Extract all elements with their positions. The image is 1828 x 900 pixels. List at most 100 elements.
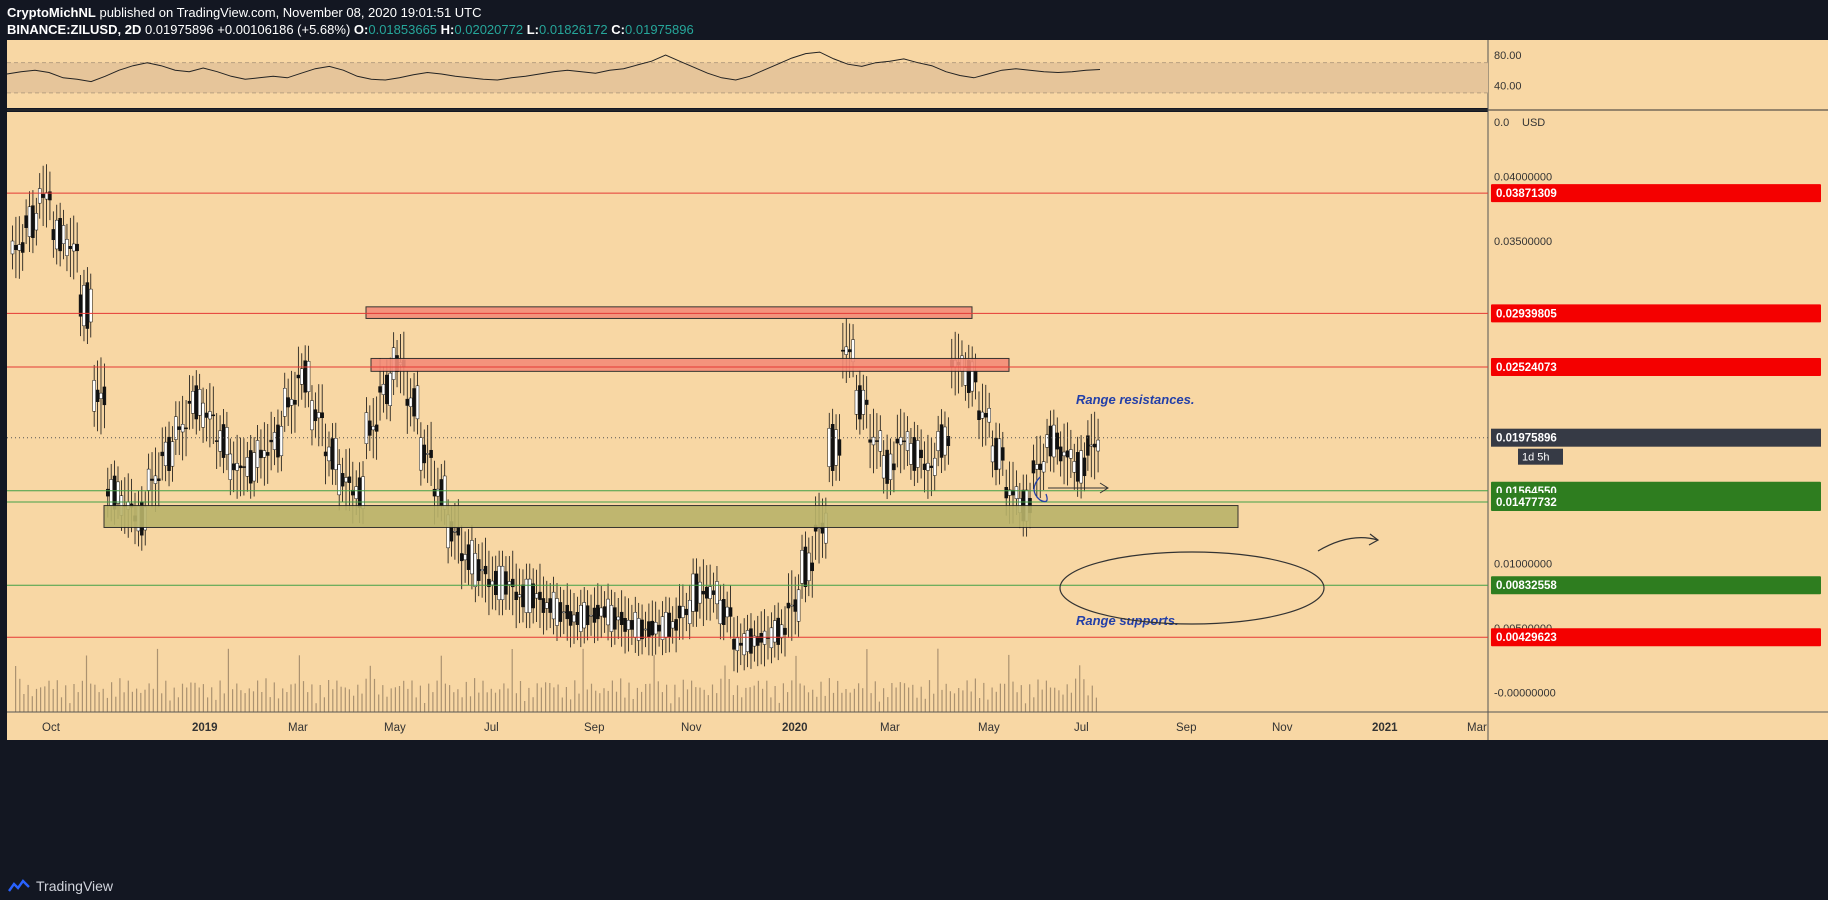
candle-body (310, 400, 314, 431)
candle-body (810, 562, 814, 572)
volume-bar (641, 691, 643, 712)
candle-body (306, 361, 311, 392)
volume-bar (136, 688, 138, 712)
candle-body (425, 453, 430, 455)
volume-bar (645, 684, 647, 712)
candle-body (582, 602, 586, 629)
candle-body (211, 414, 216, 417)
candle-body (926, 462, 930, 471)
candle-body (708, 586, 712, 599)
candle-body (725, 606, 729, 618)
level-price-label: 0.00429623 (1496, 632, 1557, 644)
candle-body (231, 463, 236, 471)
candle-body (432, 488, 437, 497)
volume-bar (774, 686, 776, 712)
candle-body (500, 565, 505, 600)
projection-arrow-head (1368, 533, 1380, 546)
candle-body (116, 481, 120, 504)
candle-body (85, 282, 90, 329)
candle-body (17, 244, 22, 251)
close-label: C: (611, 22, 626, 37)
candle-body (235, 463, 239, 471)
candle-body (1055, 432, 1060, 450)
volume-bar (1054, 687, 1056, 712)
volume-bar (812, 689, 814, 712)
volume-bar (1004, 683, 1006, 712)
volume-bar (895, 687, 897, 712)
candle-body (973, 370, 978, 383)
candle-body (330, 438, 335, 470)
volume-bar (1037, 679, 1039, 712)
candle-body (204, 412, 209, 418)
volume-bar (945, 683, 947, 712)
volume-bar (590, 683, 593, 712)
volume-bar (1008, 654, 1010, 712)
volume-bar (862, 688, 864, 712)
candle-body (1092, 443, 1097, 448)
volume-bar (983, 682, 985, 712)
candle-body (667, 612, 672, 638)
volume-bar (424, 703, 426, 712)
volume-bar (161, 693, 163, 712)
candle-body (269, 439, 273, 443)
candle-body (72, 243, 76, 252)
candle-body (565, 604, 569, 620)
candle-body (497, 565, 501, 600)
candle-body (208, 411, 212, 420)
volume-bar (507, 688, 509, 712)
candle-body (388, 372, 392, 406)
volume-bar (277, 698, 280, 712)
candle-body (732, 638, 736, 650)
volume-bar (269, 697, 271, 712)
candle-body (653, 622, 658, 635)
candle-body (647, 621, 651, 638)
candle-body (334, 438, 338, 470)
candle-body (613, 607, 617, 630)
volume-bar (223, 693, 225, 712)
time-tick-label: Sep (584, 722, 604, 734)
level-price-label: 0.00832558 (1496, 580, 1557, 592)
volume-bar (332, 689, 334, 712)
volume-bar (503, 683, 505, 712)
volume-bar (820, 681, 822, 712)
candle-body (412, 388, 416, 417)
candle-body (1048, 425, 1053, 457)
tradingview-brand: TradingView (36, 878, 114, 894)
volume-bar (778, 702, 780, 712)
volume-bar (657, 681, 659, 712)
level-price-tag (1491, 357, 1821, 376)
volume-bar (678, 697, 680, 712)
candle-body (174, 416, 178, 440)
candle-body (378, 386, 382, 393)
volume-bar (1079, 665, 1081, 712)
volume-bar (753, 685, 755, 712)
volume-bar (824, 695, 826, 712)
candle-body (769, 627, 774, 649)
time-tick-label: Jul (1074, 722, 1089, 734)
volume-bar (661, 692, 663, 712)
volume-bar (373, 678, 376, 712)
volume-bar (858, 683, 860, 712)
candle-body (888, 453, 893, 480)
candle-body (517, 594, 522, 598)
candle-body (218, 430, 222, 452)
volume-bar (937, 648, 939, 712)
candle-body (180, 424, 185, 433)
volume-bar (682, 679, 684, 712)
candle-body (1072, 461, 1077, 473)
candle-body (262, 450, 267, 458)
candle-body (538, 591, 542, 600)
high-label: H: (440, 22, 455, 37)
volume-bar (69, 703, 71, 712)
volume-bar (190, 682, 192, 712)
candle-body (1035, 464, 1039, 470)
volume-bar (90, 683, 92, 712)
candle-body (276, 424, 280, 458)
candle-body (504, 571, 508, 595)
time-tick-label: Jul (484, 722, 499, 734)
volume-bar (628, 682, 630, 712)
candle-body (902, 440, 906, 443)
volume-bar (832, 692, 835, 712)
tradingview-footer[interactable]: TradingView (8, 878, 113, 894)
